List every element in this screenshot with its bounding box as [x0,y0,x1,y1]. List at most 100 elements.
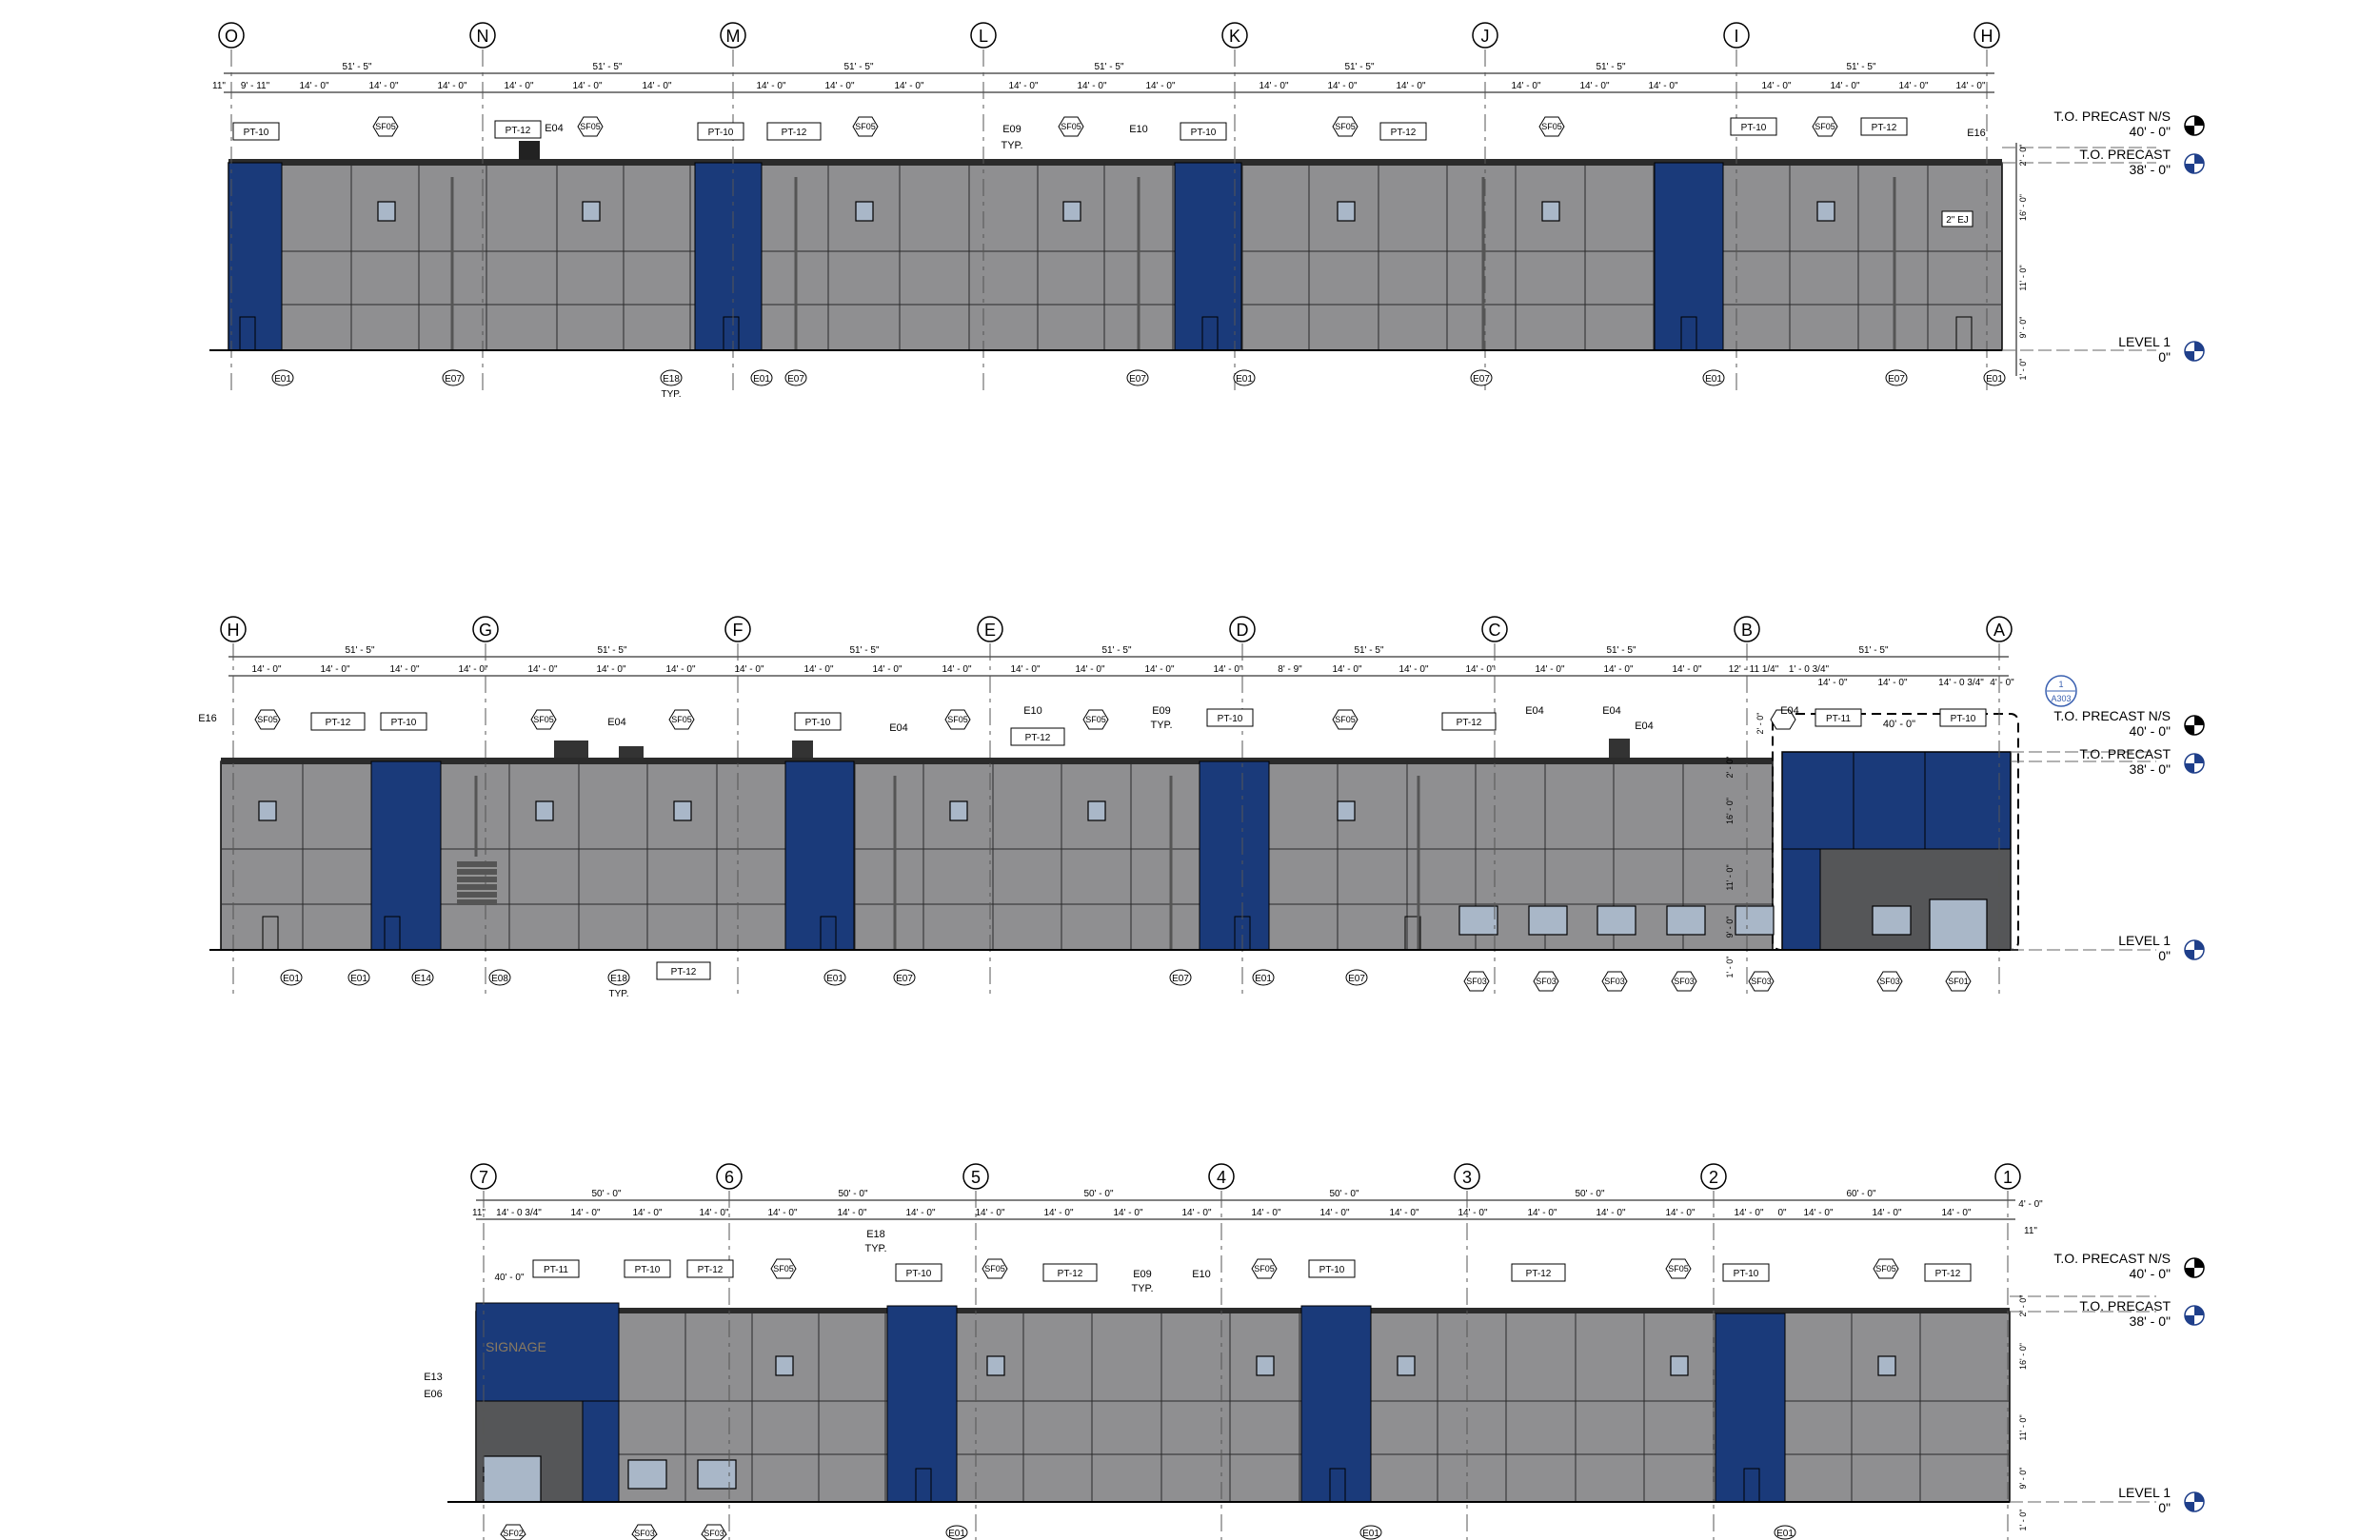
paint-tag: PT-12 [1391,128,1417,138]
level-marker-icon [2184,1305,2205,1326]
sub-dim: 14' - 0" [1213,664,1242,675]
bottom-tag: E01 [350,974,367,984]
level-value: 0" [2158,1500,2171,1515]
paint-tag: PT-10 [635,1265,661,1275]
dim-first: 9' - 11" [241,81,270,91]
special-dim: 4' - 0" [1990,678,2014,688]
sf-tag: SF03 [634,1529,655,1538]
bay-dim: 51' - 5" [1354,645,1383,656]
sub-dim: 14' - 0" [596,664,625,675]
grid-label: G [479,621,492,640]
callout-tag: E04 [1602,705,1621,717]
bottom-tag: E01 [826,974,843,984]
special-dim: 14' - 0 3/4" [496,1208,542,1218]
special-dim: 14' - 0 3/4" [1938,678,1984,688]
sub-dim: 14' - 0" [1648,81,1677,91]
sub-dim: 14' - 0" [1830,81,1859,91]
grid-label: 3 [1462,1168,1472,1187]
sub-dim: 14' - 0" [458,664,487,675]
sf-tag: SF02 [503,1529,524,1538]
sf-tag: SF05 [855,122,876,131]
elevation-3: 7 6 5 4 3 2 1 50' - 0" 50' - 0" 50' - 0"… [424,1163,2205,1540]
sub-dim: 14' - 0" [1458,1208,1487,1218]
callout-tag: E16 [1967,128,1986,139]
bay-dim: 51' - 5" [1101,645,1131,656]
sub-dim: 14' - 0" [1075,664,1104,675]
vert-dim: 9' - 0" [2018,1468,2028,1490]
grid-label: L [979,27,988,46]
ref-number: 1 [2058,680,2063,689]
sub-dim: 14' - 0" [527,664,557,675]
sub-dim: 14' - 0" [1113,1208,1142,1218]
bottom-tag: E18 [610,974,627,984]
sub-dim: 14' - 0" [894,81,923,91]
bottom-tag: E18 [663,374,680,385]
vert-dim: 2' - 0" [2018,145,2028,167]
bottom-tag: E01 [1776,1529,1794,1539]
bay-dim: 60' - 0" [1846,1189,1875,1199]
bay-dim: 51' - 5" [345,645,374,656]
sub-dim: 14' - 0" [1955,81,1985,91]
grid-label: H [1981,27,1993,46]
vert-dim: 11' - 0" [2018,1414,2028,1440]
sf-tag: SF05 [533,715,554,724]
callout-tag: E06 [424,1389,443,1400]
paint-tag: PT-12 [1457,718,1482,728]
grid-label: A [1993,621,2005,640]
sub-dim: 14' - 0" [975,1208,1004,1218]
special-dim: 8' - 9" [1278,664,1302,675]
typ-label: TYP. [1131,1283,1153,1294]
callout-tag: E10 [1023,705,1042,717]
signage-label: SIGNAGE [486,1339,546,1354]
level-marker-icon [2184,1257,2205,1278]
blue-accent-panel [1300,1305,1372,1503]
callout-tag: E04 [607,717,626,728]
sub-dim: 14' - 0" [251,664,281,675]
bottom-tag: E01 [753,374,770,385]
paint-tag: PT-10 [1741,123,1767,133]
bay-dim: 50' - 0" [1329,1189,1359,1199]
sub-dim: 14' - 0" [665,664,695,675]
paint-tag: PT-10 [244,128,269,138]
sub-dim: 14' - 0" [699,1208,728,1218]
bay-dim: 51' - 5" [843,62,873,72]
grid-label: O [225,27,238,46]
grid-label: 7 [479,1168,488,1187]
bottom-tag: E07 [445,374,462,385]
sub-dim: 14' - 0" [1672,664,1701,675]
level-label: T.O. PRECAST N/S [2053,109,2171,124]
bottom-tag: E08 [491,974,508,984]
bottom-tag: E01 [1705,374,1722,385]
sub-dim: 14' - 0" [570,1208,600,1218]
paint-tag: PT-11 [544,1265,568,1275]
special-dim: 11" [2024,1226,2037,1236]
callout-tag: E04 [1635,721,1654,732]
blue-accent-panel [370,760,442,951]
level-value: 38' - 0" [2130,761,2171,777]
sub-dim: 14' - 0" [1596,1208,1625,1218]
sub-dim: 14' - 0" [1527,1208,1557,1218]
grid-label: M [726,27,741,46]
sub-dim: 14' - 0" [1259,81,1288,91]
grid-label: 5 [971,1168,981,1187]
sub-dim: 14' - 0" [1008,81,1038,91]
blue-accent-panel [886,1305,958,1503]
sub-dim: 14' - 0" [1319,1208,1349,1218]
grid-label: E [984,621,996,640]
bottom-tag: E07 [1473,374,1490,385]
sf-tag: SF05 [1815,122,1835,131]
paint-tag: PT-12 [1935,1269,1961,1279]
paint-tag: PT-12 [326,718,351,728]
sub-dim: 14' - 0" [1144,664,1174,675]
blue-accent-panel [694,162,763,351]
sf-tag: SF05 [947,715,968,724]
sub-dim: 14' - 0" [1396,81,1425,91]
sub-dim: 14' - 0" [437,81,466,91]
sf-tag: SF05 [580,122,601,131]
grid-label: J [1481,27,1490,46]
sf-tag: SF05 [1061,122,1081,131]
vert-dim: 1' - 0" [2018,1510,2028,1531]
sub-dim: 14' - 0" [1603,664,1633,675]
bay-dim: 51' - 5" [592,62,622,72]
